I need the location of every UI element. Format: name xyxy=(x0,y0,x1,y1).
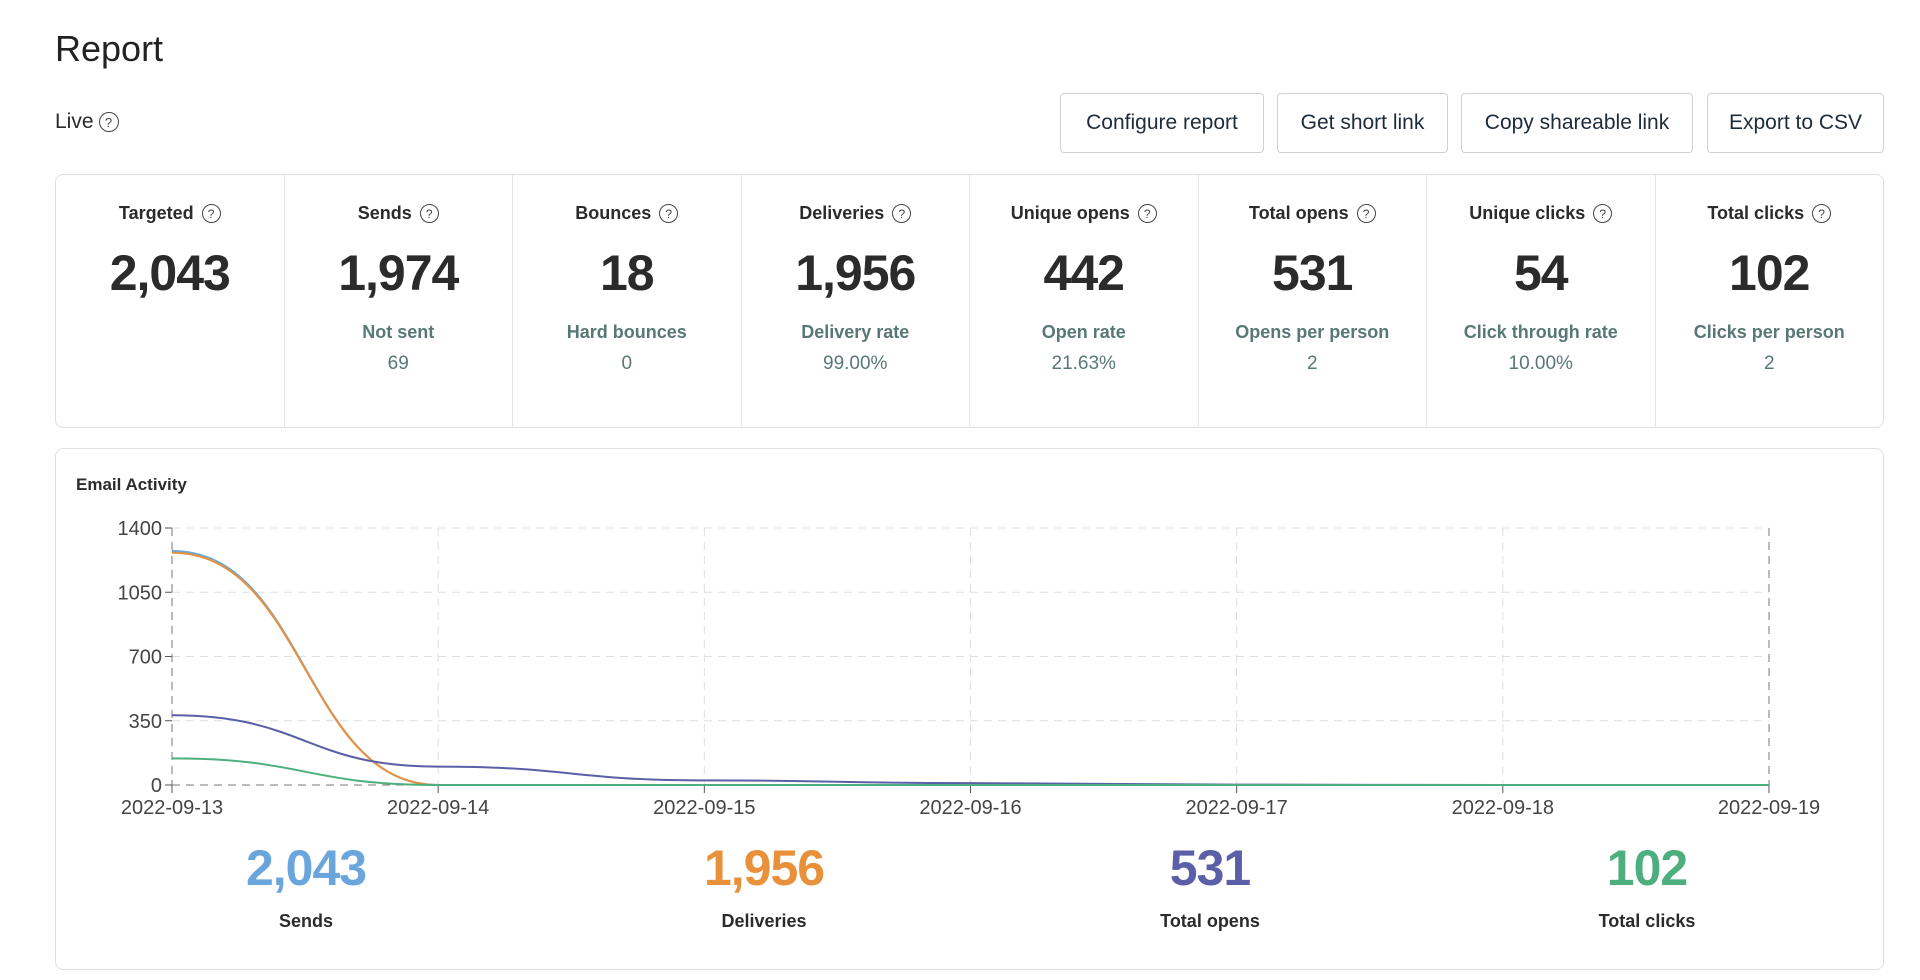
stat-label-text: Deliveries xyxy=(799,203,885,223)
stat-value: 18 xyxy=(599,245,655,301)
x-tick-label: 2022-09-18 xyxy=(1452,797,1554,819)
stat-sub-label: Delivery rate xyxy=(801,322,910,342)
x-tick-label: 2022-09-15 xyxy=(653,797,755,819)
stat-sub-value: 99.00% xyxy=(823,353,888,374)
summary-deliveries: 1,956 Deliveries xyxy=(614,839,914,932)
stat-total-opens: Total opens? 531 Opens per person 2 xyxy=(1199,175,1427,427)
summary-label: Sends xyxy=(278,911,334,931)
stat-unique-clicks: Unique clicks? 54 Click through rate 10.… xyxy=(1427,175,1656,427)
summary-value: 1,956 xyxy=(703,840,825,896)
stat-label: Targeted? xyxy=(56,203,284,224)
help-icon[interactable]: ? xyxy=(1137,204,1157,223)
stat-sub-value: 69 xyxy=(387,353,409,374)
stat-value: 102 xyxy=(1729,245,1810,301)
summary-label: Deliveries xyxy=(721,911,807,931)
summary-label: Total opens xyxy=(1160,911,1260,931)
help-icon[interactable]: ? xyxy=(892,204,912,223)
stat-targeted: Targeted? 2,043 xyxy=(56,175,285,427)
stat-sub-label: Opens per person xyxy=(1235,322,1390,342)
y-tick-label: 1050 xyxy=(118,582,163,604)
summary-total-clicks: 102 Total clicks xyxy=(1497,839,1797,932)
stat-value: 442 xyxy=(1043,245,1125,301)
copy-shareable-link-button[interactable]: Copy shareable link xyxy=(1461,93,1693,153)
x-tick-label: 2022-09-14 xyxy=(387,797,489,819)
stat-label-text: Total opens xyxy=(1248,203,1349,223)
email-activity-card: Email Activity 0 350 700 1050 1400 2022-09-13… xyxy=(55,448,1884,970)
stat-label-text: Unique clicks xyxy=(1469,203,1586,223)
configure-report-button[interactable]: Configure report xyxy=(1060,93,1264,153)
stat-sub-label: Open rate xyxy=(1041,322,1126,342)
stat-label: Total clicks? xyxy=(1656,203,1884,224)
page-title: Report xyxy=(55,28,164,69)
stats-panel: Targeted? 2,043 Sends? 1,974 Not sent 69… xyxy=(55,174,1884,428)
stat-sub-label: Click through rate xyxy=(1463,322,1618,342)
summary-value: 2,043 xyxy=(245,840,367,896)
stat-sub-value: 10.00% xyxy=(1508,353,1573,374)
y-tick-label: 1400 xyxy=(118,518,163,540)
stat-label-text: Sends xyxy=(357,203,412,223)
x-tick-label: 2022-09-19 xyxy=(1718,797,1820,819)
help-icon[interactable]: ? xyxy=(1812,204,1832,223)
stat-sends: Sends? 1,974 Not sent 69 xyxy=(285,175,513,427)
stat-deliveries: Deliveries? 1,956 Delivery rate 99.00% xyxy=(742,175,970,427)
stat-sub-value: 2 xyxy=(1763,353,1775,374)
stat-value: 54 xyxy=(1513,245,1569,301)
stat-sub-label: Clicks per person xyxy=(1693,322,1845,342)
x-tick-label: 2022-09-13 xyxy=(121,797,223,819)
help-icon[interactable]: ? xyxy=(1356,204,1376,223)
live-label: Live xyxy=(55,110,94,133)
stat-sub-label: Not sent xyxy=(362,322,435,342)
help-icon[interactable]: ? xyxy=(98,112,119,132)
stat-unique-opens: Unique opens? 442 Open rate 21.63% xyxy=(970,175,1199,427)
stat-total-clicks: Total clicks? 102 Clicks per person 2 xyxy=(1656,175,1884,427)
summary-value: 102 xyxy=(1606,840,1688,896)
help-icon[interactable]: ? xyxy=(201,204,221,223)
stat-sub-value: 0 xyxy=(621,353,633,374)
stat-sub-label: Hard bounces xyxy=(566,322,687,342)
stat-label: Total opens? xyxy=(1199,203,1427,224)
y-tick-label: 700 xyxy=(129,647,162,669)
help-icon[interactable]: ? xyxy=(1593,204,1613,223)
summary-value: 531 xyxy=(1169,840,1251,896)
get-short-link-button[interactable]: Get short link xyxy=(1277,93,1448,153)
help-icon[interactable]: ? xyxy=(419,204,439,223)
stat-label: Sends? xyxy=(285,203,513,224)
y-tick-label: 0 xyxy=(151,775,162,797)
stat-label-text: Total clicks xyxy=(1707,203,1805,223)
stat-label: Deliveries? xyxy=(742,203,970,224)
help-icon[interactable]: ? xyxy=(659,204,679,223)
stat-sub-value: 2 xyxy=(1306,353,1318,374)
stat-value: 1,956 xyxy=(795,245,916,301)
stat-label-text: Unique opens xyxy=(1010,203,1130,223)
export-csv-button[interactable]: Export to CSV xyxy=(1707,93,1884,153)
x-tick-label: 2022-09-16 xyxy=(919,797,1021,819)
stat-bounces: Bounces? 18 Hard bounces 0 xyxy=(513,175,742,427)
stat-label: Unique opens? xyxy=(970,203,1198,224)
summary-total-opens: 531 Total opens xyxy=(1060,839,1360,932)
live-indicator: Live? xyxy=(55,110,119,134)
y-tick-label: 350 xyxy=(129,711,162,733)
x-tick-label: 2022-09-17 xyxy=(1186,797,1288,819)
email-activity-chart: 0 350 700 1050 1400 2022-09-13 2022-09-14 2022-… xyxy=(118,518,1821,819)
stat-value: 1,974 xyxy=(338,245,459,301)
stat-label: Bounces? xyxy=(513,203,741,224)
chart-title: Email Activity xyxy=(76,475,187,494)
stat-label: Unique clicks? xyxy=(1427,203,1655,224)
summary-sends: 2,043 Sends xyxy=(156,839,456,932)
stat-label-text: Bounces xyxy=(575,203,652,223)
stat-sub-value: 21.63% xyxy=(1051,353,1116,374)
stat-value: 2,043 xyxy=(109,245,231,301)
stat-value: 531 xyxy=(1272,245,1353,301)
series-line-total-clicks xyxy=(171,757,1769,786)
stat-label-text: Targeted xyxy=(118,203,194,223)
summary-label: Total clicks xyxy=(1598,911,1696,931)
